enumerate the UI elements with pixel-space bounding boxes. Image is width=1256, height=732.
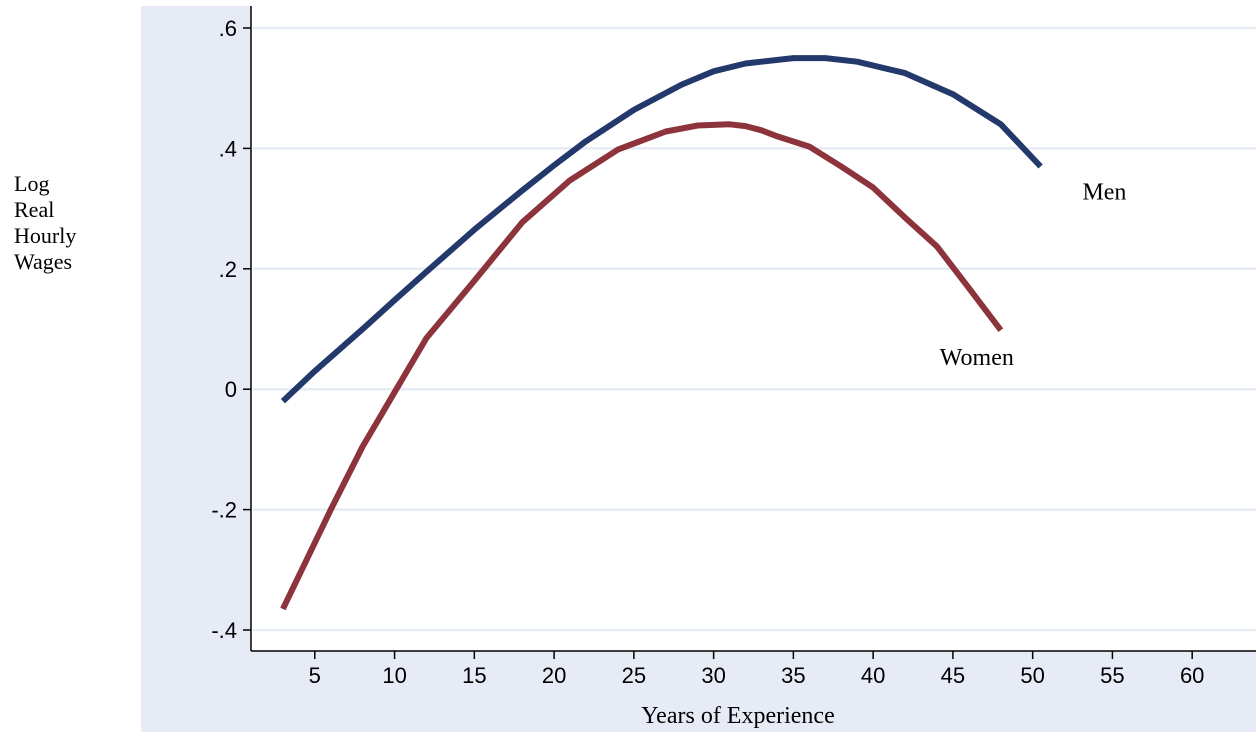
x-axis-title: Years of Experience bbox=[641, 703, 835, 729]
annotation-label-women: Women bbox=[940, 345, 1014, 371]
x-tick-label: 60 bbox=[1180, 663, 1204, 688]
y-tick-label: .6 bbox=[219, 16, 237, 41]
x-tick-label: 10 bbox=[382, 663, 406, 688]
annotation-label-men: Men bbox=[1082, 180, 1126, 206]
y-tick-label: .4 bbox=[219, 136, 237, 161]
y-tick-label: -.4 bbox=[211, 618, 237, 643]
x-tick-label: 25 bbox=[622, 663, 646, 688]
x-tick-label: 45 bbox=[941, 663, 965, 688]
title-strip-clip bbox=[141, 0, 1256, 6]
plot-area bbox=[251, 6, 1256, 651]
series-line-men bbox=[280, 55, 1043, 404]
axes: -.4 -.2 0 .2 .4 .6 5 10 15 20 25 30 35 40 45 50 55 60 bbox=[211, 6, 1256, 688]
y-axis-title-line: Wages bbox=[14, 249, 72, 274]
x-tick-label: 15 bbox=[462, 663, 486, 688]
x-tick-label: 5 bbox=[309, 663, 321, 688]
y-tick-label: 0 bbox=[225, 377, 237, 402]
y-axis-title-line: Hourly bbox=[14, 223, 76, 248]
x-tick-label: 30 bbox=[701, 663, 725, 688]
grid-lines bbox=[253, 26, 1256, 632]
y-axis-title: Log Real Hourly Wages bbox=[14, 171, 76, 274]
y-axis-title-line: Log bbox=[14, 171, 49, 196]
x-tick-label: 20 bbox=[542, 663, 566, 688]
x-tick-label: 40 bbox=[861, 663, 885, 688]
y-tick-label: -.2 bbox=[211, 498, 237, 523]
labels: Men Women Years of Experience Log Real Hourly… bbox=[14, 171, 1126, 729]
x-tick-label: 55 bbox=[1100, 663, 1124, 688]
y-tick-label: .2 bbox=[219, 257, 237, 282]
x-tick-label: 35 bbox=[781, 663, 805, 688]
y-axis-title-line: Real bbox=[14, 197, 54, 222]
series-line-women bbox=[280, 121, 1004, 611]
x-tick-label: 50 bbox=[1020, 663, 1044, 688]
series-lines bbox=[280, 55, 1043, 611]
annotation-background bbox=[890, 335, 1063, 380]
